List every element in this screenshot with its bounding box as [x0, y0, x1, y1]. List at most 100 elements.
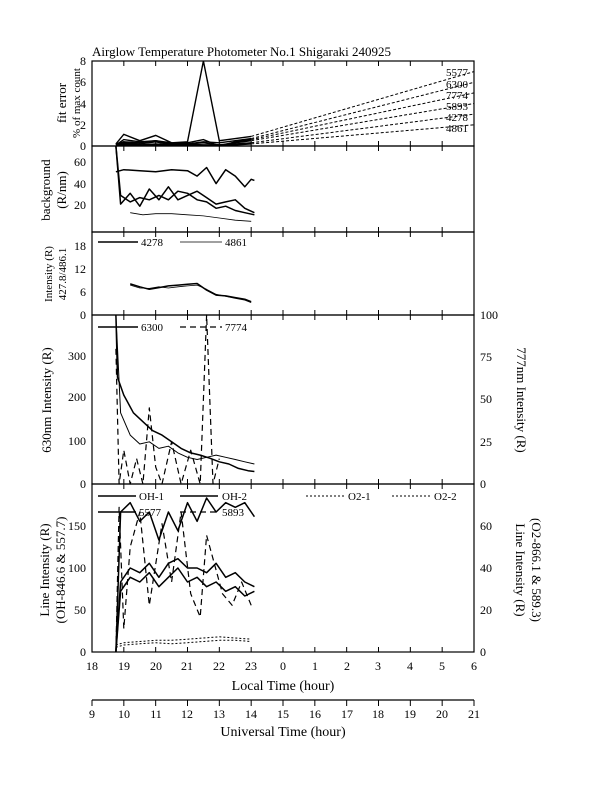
- lt-tick-1: 1: [312, 659, 318, 673]
- legend-4278: 4278: [141, 237, 164, 249]
- series-3-6300: [115, 314, 255, 465]
- bg-yticks: 60 40 20: [74, 155, 86, 212]
- series-4-OH-2: [115, 557, 255, 653]
- ut-tick-14: 14: [245, 707, 257, 721]
- lt-tick-18: 18: [86, 659, 98, 673]
- legend-7774: 7774: [225, 322, 248, 334]
- red-ytick-100: 100: [68, 434, 86, 448]
- lt-tick-23: 23: [245, 659, 257, 673]
- line-ylabel-right-1: Line Intensity (R): [513, 523, 528, 616]
- lt-tick-21: 21: [181, 659, 193, 673]
- fit-label-5577: 5577: [446, 67, 469, 79]
- red-rtick-50: 50: [480, 392, 492, 406]
- fit-extrapolation-4861: [251, 124, 475, 145]
- red-ylabel-left: 630nm Intensity (R): [39, 347, 54, 452]
- ut-tick-marks: [91, 700, 475, 706]
- series-layer: [91, 60, 475, 653]
- fit-label-4861: 4861: [446, 123, 468, 135]
- lt-tick-5: 5: [439, 659, 445, 673]
- line-rtick-20: 20: [480, 603, 492, 617]
- blue-ylabel-2: 427.8/486.1: [57, 248, 69, 301]
- lt-tick-3: 3: [375, 659, 381, 673]
- fit-extrapolation-5893: [251, 103, 475, 142]
- lt-tick-20: 20: [150, 659, 162, 673]
- line-rtick-0: 0: [480, 645, 486, 659]
- series-4-5893: [115, 506, 252, 653]
- fit-ytick-2: 2: [80, 118, 86, 132]
- ut-tick-17: 17: [341, 707, 353, 721]
- series-1-2: [130, 212, 252, 222]
- red-intensity-panel: [91, 314, 475, 485]
- series-3-7774: [115, 314, 220, 485]
- ut-tick-9: 9: [89, 707, 95, 721]
- ut-tick-19: 19: [404, 707, 416, 721]
- lt-tick-2: 2: [344, 659, 350, 673]
- bg-ytick-40: 40: [74, 177, 86, 191]
- fit-series-5577: [115, 60, 252, 145]
- line-ytick-150: 150: [68, 519, 86, 533]
- blue-ytick-18: 18: [74, 239, 86, 253]
- lt-tick-0: 0: [280, 659, 286, 673]
- line-legend: OH-1 OH-2 O2-1 O2-2 5577 5893: [98, 491, 457, 519]
- fit-extrapolation-7774: [251, 92, 475, 141]
- series-3-6300: [115, 314, 255, 473]
- red-ytick-300: 300: [68, 349, 86, 363]
- blue-ylabel-1: Intensity (R): [43, 246, 55, 302]
- fit-ytick-0: 0: [80, 139, 86, 153]
- red-yticks-left: 300 200 100 0: [68, 349, 86, 491]
- legend-4861: 4861: [225, 237, 247, 249]
- lt-tick-6: 6: [471, 659, 477, 673]
- legend-6300: 6300: [141, 322, 164, 334]
- series-4-5577: [115, 497, 256, 653]
- red-yticks-right: 100 75 50 25 0: [480, 308, 498, 491]
- fit-ylabel-2: % of max count: [71, 68, 83, 138]
- series-1-3: [115, 166, 255, 188]
- ut-tick-15: 15: [277, 707, 289, 721]
- bg-ylabel-2: (R/nm): [54, 171, 69, 209]
- legend-o21: O2-1: [348, 491, 371, 503]
- legend-oh2: OH-2: [222, 491, 247, 503]
- blue-ytick-0: 0: [80, 308, 86, 322]
- ut-tick-21: 21: [468, 707, 480, 721]
- red-rtick-0: 0: [480, 477, 486, 491]
- red-rtick-75: 75: [480, 350, 492, 364]
- universal-time-ticks: 9 10 11 12 13 14 15 16 17 18 19 20 21: [89, 707, 480, 721]
- fit-series-4861: [115, 143, 252, 147]
- series-4-O2-1: [115, 639, 252, 648]
- fit-line-labels: 5577 6300 7774 5893 4278 4861: [446, 67, 469, 135]
- bg-ytick-20: 20: [74, 198, 86, 212]
- blue-legend: 4278 4861: [98, 237, 247, 249]
- line-ytick-0: 0: [80, 645, 86, 659]
- fit-label-4278: 4278: [446, 112, 469, 124]
- line-yticks-right: 60 40 20 0: [480, 519, 492, 659]
- red-ylabel-right: 777nm Intensity (R): [514, 347, 529, 452]
- ut-tick-20: 20: [436, 707, 448, 721]
- local-time-ticks: 18 19 20 21 22 23 0 1 2 3 4 5 6: [86, 659, 477, 673]
- fit-extrapolation-5577: [251, 71, 475, 137]
- red-legend: 6300 7774: [98, 322, 248, 334]
- lt-tick-4: 4: [407, 659, 413, 673]
- chart-title: Airglow Temperature Photometer No.1 Shig…: [92, 44, 391, 59]
- lt-tick-19: 19: [118, 659, 130, 673]
- ut-tick-12: 12: [181, 707, 193, 721]
- series-1-1: [115, 145, 255, 216]
- fit-label-5893: 5893: [446, 101, 469, 113]
- ut-tick-18: 18: [372, 707, 384, 721]
- series-1-0: [115, 145, 255, 214]
- fit-ytick-8: 8: [80, 54, 86, 68]
- line-ytick-100: 100: [68, 561, 86, 575]
- ut-tick-10: 10: [118, 707, 130, 721]
- fit-ytick-4: 4: [80, 97, 86, 111]
- ut-tick-13: 13: [213, 707, 225, 721]
- line-ytick-50: 50: [74, 603, 86, 617]
- local-time-label: Local Time (hour): [232, 679, 335, 694]
- line-yticks-left: 150 100 50 0: [68, 519, 86, 659]
- fit-extrapolation-4278: [251, 113, 475, 144]
- ut-tick-16: 16: [309, 707, 321, 721]
- legend-o22: O2-2: [434, 491, 457, 503]
- line-rtick-40: 40: [480, 561, 492, 575]
- series-2-4278: [129, 282, 252, 303]
- bg-ytick-60: 60: [74, 155, 86, 169]
- line-rtick-60: 60: [480, 519, 492, 533]
- fit-ytick-6: 6: [80, 75, 86, 89]
